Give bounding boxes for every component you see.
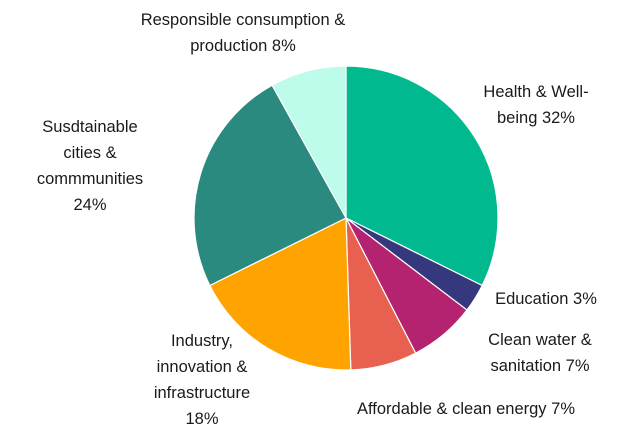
slice-label-line: infrastructure [154, 384, 250, 402]
slice-label-2: Education 3% [495, 290, 597, 308]
slice-label-line: innovation & [157, 358, 248, 376]
slice-label-line: sanitation 7% [490, 357, 589, 375]
slice-label-1: Health & Well-being 32% [483, 83, 588, 127]
slice-label-7: Responsible consumption & production 8% [141, 11, 346, 55]
slice-label-line: Industry, [171, 332, 233, 350]
slice-label-line: being 32% [497, 109, 575, 127]
pie-slice-7 [271, 65, 347, 221]
slice-label-6: Susdtainable cities & commmunities 24% [37, 118, 143, 214]
slice-label-line: 24% [73, 196, 106, 214]
pie-slice-1 [345, 65, 499, 287]
slice-label-5: Industry, innovation & infrastructure 18% [154, 332, 250, 428]
slice-label-line: Susdtainable [42, 118, 137, 136]
slice-label-3: Clean water & sanitation 7% [488, 331, 592, 375]
slice-label-line: Education 3% [495, 290, 597, 308]
slice-label-line: Health & Well- [483, 83, 588, 101]
slice-label-line: Responsible consumption & [141, 11, 346, 29]
pie-slice-6 [193, 84, 347, 287]
pie-slice-5 [209, 217, 352, 371]
slice-label-line: commmunities [37, 170, 143, 188]
slice-label-line: cities & [63, 144, 116, 162]
slice-label-line: 18% [185, 410, 218, 428]
slice-label-line: Clean water & [488, 331, 592, 349]
slice-label-line: production 8% [190, 37, 296, 55]
slice-label-line: Affordable & clean energy 7% [357, 400, 575, 418]
slice-label-4: Affordable & clean energy 7% [357, 400, 575, 418]
